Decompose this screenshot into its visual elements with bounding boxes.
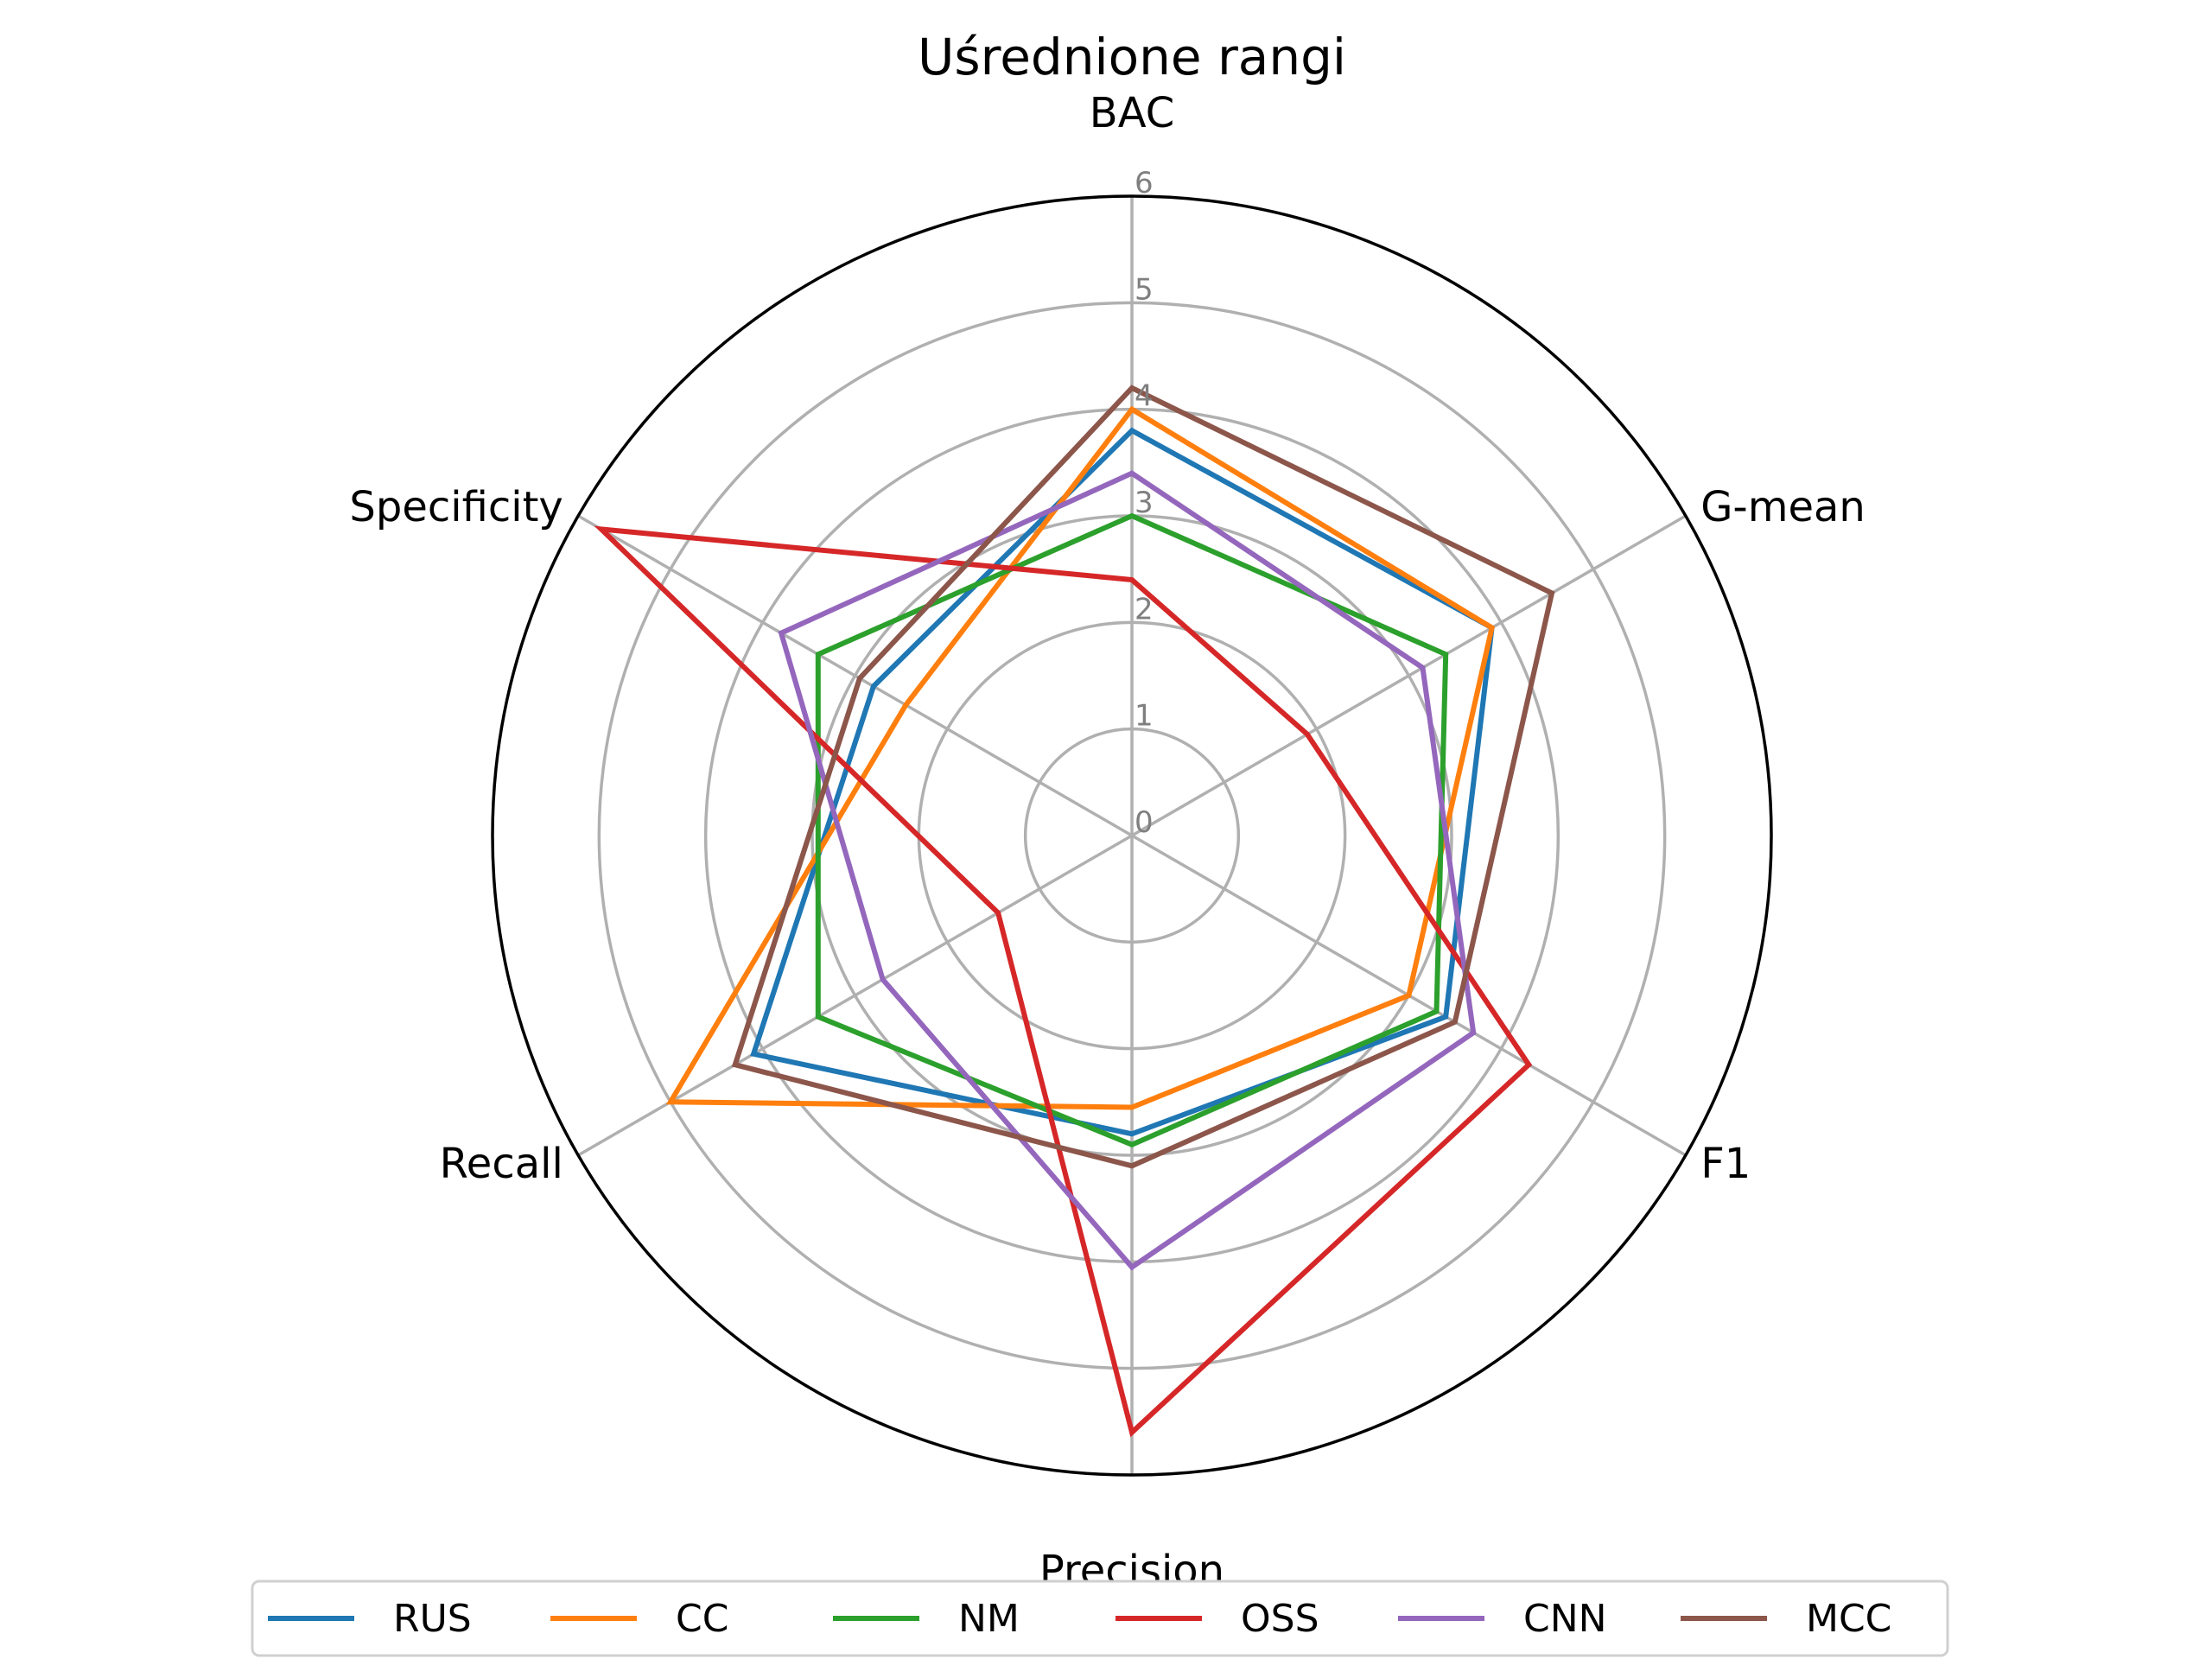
series-mcc: [731, 385, 1555, 1169]
axis-label-specificity: Specificity: [349, 483, 563, 531]
radial-tick-labels: 0 1 2 3 4 5 6: [1135, 166, 1154, 840]
legend-box: [251, 1580, 1949, 1657]
legend: RUS CC NM OSS CNN MCC: [251, 1580, 1949, 1657]
tick-label-2: 2: [1135, 592, 1154, 626]
series-nm: [815, 512, 1449, 1147]
chart-title: Uśrednione rangi: [918, 28, 1346, 86]
tick-label-3: 3: [1135, 486, 1154, 520]
radar-grid: [491, 194, 1773, 1477]
axis-label-g-mean: G-mean: [1700, 483, 1866, 531]
radar-series: [594, 385, 1555, 1438]
series-cnn: [778, 470, 1477, 1271]
series-oss: [594, 525, 1533, 1438]
legend-label-rus: RUS: [393, 1597, 472, 1641]
legend-label-nm: NM: [958, 1597, 1020, 1641]
legend-label-cnn: CNN: [1523, 1597, 1607, 1641]
tick-label-0: 0: [1135, 805, 1154, 840]
legend-label-mcc: MCC: [1806, 1597, 1891, 1641]
axis-label-recall: Recall: [440, 1140, 563, 1188]
spoke-g-mean: [1131, 514, 1687, 837]
series-cc: [665, 405, 1496, 1110]
axis-label-bac: BAC: [1090, 89, 1174, 137]
tick-label-5: 5: [1135, 272, 1154, 307]
outer-circle: [491, 194, 1773, 1477]
tick-label-4: 4: [1135, 379, 1154, 414]
tick-label-1: 1: [1135, 699, 1154, 734]
tick-label-6: 6: [1135, 166, 1154, 200]
legend-label-oss: OSS: [1241, 1597, 1319, 1641]
axis-label-f1: F1: [1700, 1140, 1751, 1188]
legend-label-cc: CC: [676, 1597, 728, 1641]
spoke-specificity: [577, 514, 1133, 837]
